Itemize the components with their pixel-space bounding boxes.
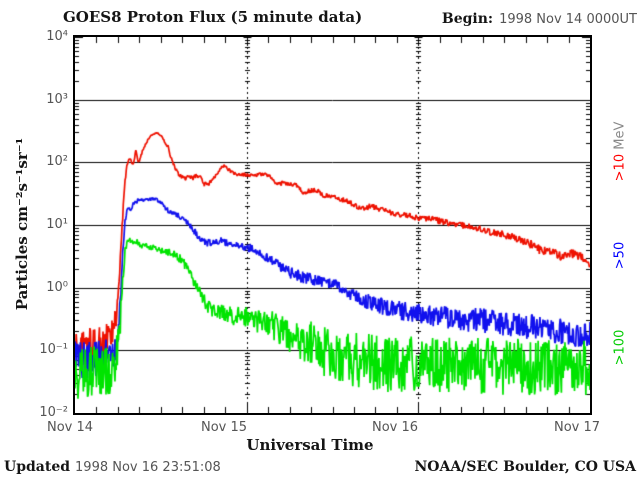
y-tick-label: 10⁻² <box>39 405 68 420</box>
begin-label: Begin: <box>441 11 494 27</box>
updated-value: 1998 Nov 16 23:51:08 <box>75 460 221 475</box>
x-tick-label: Nov 17 <box>553 420 601 435</box>
legend-gt50-value: >50 <box>612 241 628 270</box>
x-axis-title: Universal Time <box>246 436 374 454</box>
x-tick-label: Nov 15 <box>200 420 248 435</box>
begin-timestamp: Begin: 1998 Nov 14 0000UT <box>442 11 637 27</box>
updated-timestamp: Updated 1998 Nov 16 23:51:08 <box>4 459 221 475</box>
legend-gt10mev-value: >10 <box>612 153 628 182</box>
y-tick-label: 10⁻¹ <box>39 342 68 358</box>
page-title: GOES8 Proton Flux (5 minute data) <box>63 8 363 26</box>
y-tick-label: 10¹ <box>46 217 68 232</box>
flux-chart-canvas <box>75 37 590 413</box>
x-tick-label: Nov 16 <box>371 420 419 435</box>
y-tick-label: 10⁰ <box>46 279 68 295</box>
legend-gt100-value: >100 <box>612 329 628 366</box>
plot-area <box>73 35 592 415</box>
legend-gt100: >100 <box>613 288 628 408</box>
legend-mev-unit: MeV <box>612 121 628 154</box>
legend-gt10mev: >10 MeV <box>613 92 628 212</box>
begin-value: 1998 Nov 14 0000UT <box>499 12 637 27</box>
updated-label: Updated <box>4 459 71 475</box>
y-tick-label: 10⁴ <box>46 29 68 44</box>
y-tick-label: 10³ <box>46 91 68 107</box>
x-tick-label: Nov 14 <box>46 420 94 435</box>
source-credit: NOAA/SEC Boulder, CO USA <box>414 459 637 475</box>
y-tick-label: 10² <box>46 154 68 170</box>
